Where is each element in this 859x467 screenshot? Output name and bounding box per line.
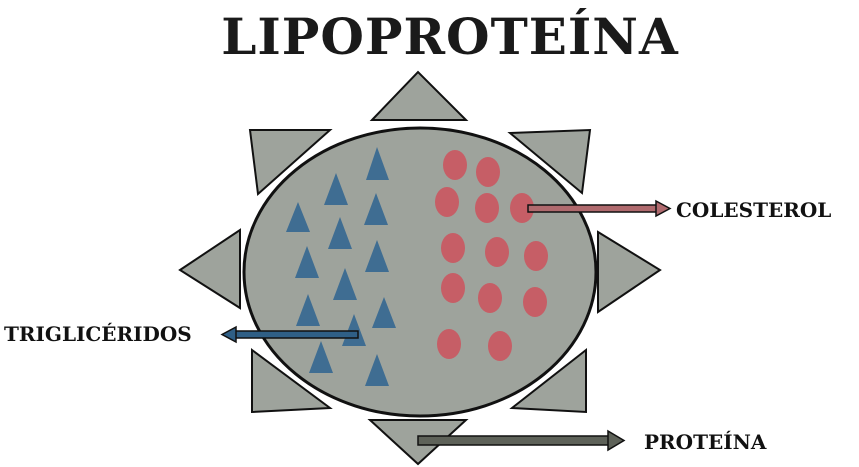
- circle-icon: [488, 331, 512, 361]
- circle-icon: [478, 283, 502, 313]
- circle-icon: [523, 287, 547, 317]
- triangle-icon: [286, 202, 310, 232]
- circle-icon: [510, 193, 534, 223]
- protein-arrow: [417, 429, 626, 452]
- protein-spike-bottom-right: [509, 347, 587, 414]
- protein-spikes: [178, 70, 662, 466]
- protein-spike-left: [178, 228, 241, 310]
- triangle-icon: [366, 147, 389, 180]
- protein-spike-top-right: [507, 128, 592, 195]
- triangle-icon: [295, 246, 319, 278]
- triangle-icon: [372, 297, 396, 328]
- triangle-icon: [328, 217, 352, 249]
- cholesterol-label: COLESTEROL: [676, 198, 831, 222]
- cholesterol-particles: [435, 150, 548, 361]
- triangle-icon: [365, 240, 389, 272]
- circle-icon: [475, 193, 499, 223]
- circle-icon: [441, 273, 465, 303]
- cholesterol-arrow: [527, 199, 672, 218]
- circle-icon: [441, 233, 465, 263]
- triglycerides-label: TRIGLICÉRIDOS: [4, 322, 192, 346]
- triglyceride-particles: [286, 147, 396, 386]
- protein-spike-top-left: [248, 129, 333, 197]
- protein-label: PROTEÍNA: [644, 430, 767, 454]
- circle-icon: [524, 241, 548, 271]
- triangle-icon: [333, 268, 357, 300]
- circle-icon: [435, 187, 459, 217]
- triangle-icon: [365, 354, 389, 386]
- lipoprotein-core: [242, 126, 598, 418]
- circle-icon: [437, 329, 461, 359]
- circle-icon: [476, 157, 500, 187]
- diagram-title: LIPOPROTEÍNA: [221, 7, 679, 66]
- protein-spike-right: [597, 230, 662, 314]
- protein-spike-top: [369, 70, 469, 121]
- triangle-icon: [296, 294, 320, 326]
- circle-icon: [485, 237, 509, 267]
- triangle-icon: [364, 193, 388, 225]
- triangle-icon: [324, 173, 348, 205]
- protein-spike-bottom-left: [251, 348, 333, 414]
- triangle-icon: [309, 341, 333, 373]
- circle-icon: [443, 150, 467, 180]
- triglycerides-arrow: [220, 325, 359, 344]
